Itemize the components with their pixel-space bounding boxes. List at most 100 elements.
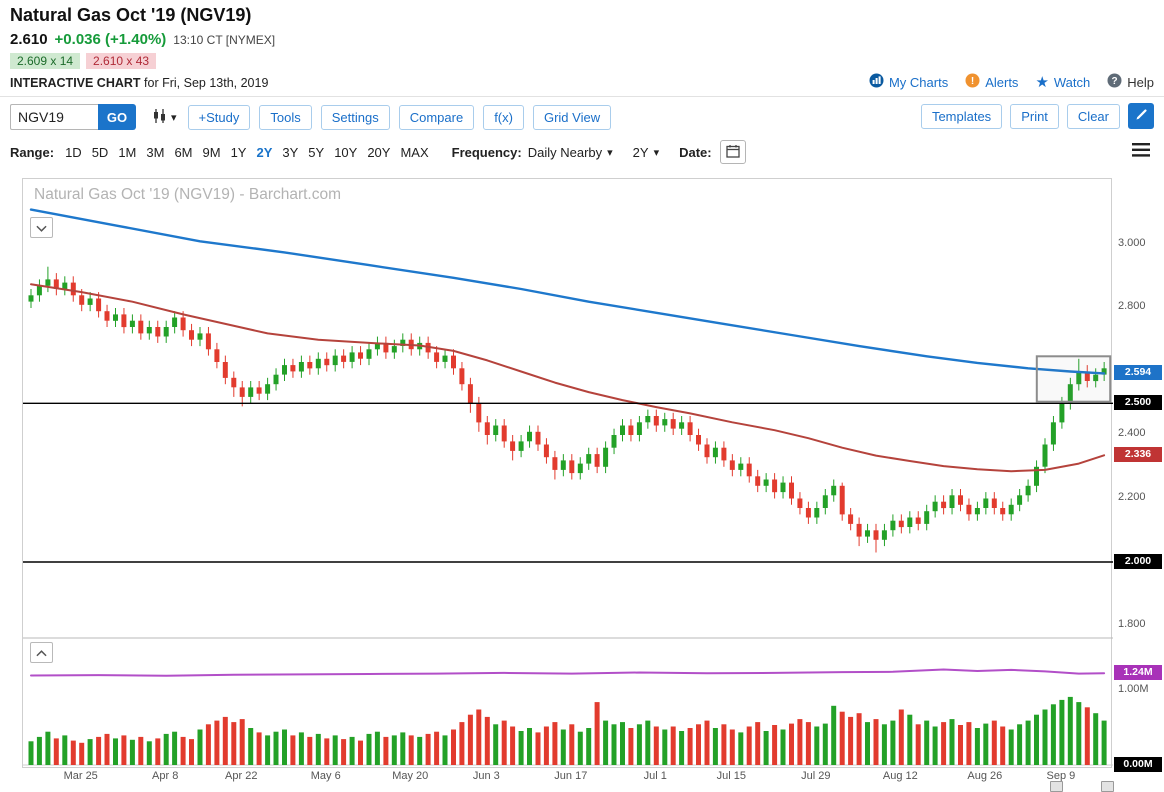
frequency-label: Frequency: — [451, 144, 522, 160]
go-button[interactable]: GO — [98, 104, 136, 130]
range-option-3m[interactable]: 3M — [146, 144, 165, 160]
alerts-icon: ! — [965, 73, 980, 91]
frequency-dropdown[interactable]: Daily Nearby ▾ — [528, 145, 613, 160]
templates-button[interactable]: Templates — [920, 103, 1003, 129]
quote-row: 2.610 +0.036 (+1.40%) 13:10 CT [NYMEX] — [10, 31, 275, 48]
watch-star-icon: ★ — [1035, 73, 1049, 91]
date-axis-tick: Jun 3 — [472, 770, 500, 782]
settings-button[interactable]: Settings — [320, 104, 390, 130]
axis-badge-0-00m: 0.00M — [1114, 756, 1162, 772]
chart-toolbar: GO ▾ +Study Tools Settings Compare f(x) Grid … — [10, 103, 612, 131]
range-option-1d[interactable]: 1D — [65, 144, 82, 160]
bid-badge: 2.609 x 14 — [10, 53, 81, 69]
axis-badge-2-500: 2.500 — [1114, 394, 1162, 410]
chart-menu-button[interactable] — [1130, 141, 1152, 162]
range-option-1m[interactable]: 1M — [118, 144, 137, 160]
date-axis-tick: Jul 15 — [716, 770, 747, 782]
period-dropdown[interactable]: 2Y ▾ — [633, 145, 659, 160]
date-axis-tick: Apr 22 — [225, 770, 258, 782]
draw-tools-button[interactable] — [1128, 103, 1154, 129]
range-bar: Range: 1D 5D 1M 3M 6M 9M 1Y 2Y 3Y 5Y 10Y 20Y MAX Fre… — [10, 140, 746, 164]
print-button[interactable]: Print — [1010, 103, 1059, 129]
quote-time: 13:10 CT [NYMEX] — [173, 33, 276, 47]
date-axis-tick: Jul 1 — [643, 770, 667, 782]
clear-button[interactable]: Clear — [1066, 103, 1120, 129]
hamburger-menu-icon — [1132, 143, 1150, 160]
range-option-3y[interactable]: 3Y — [282, 144, 299, 160]
volume-panel-toggle-button[interactable] — [30, 642, 53, 663]
main-panel-toggle-button[interactable] — [30, 217, 53, 238]
chevron-down-icon: ▾ — [171, 111, 177, 124]
price-axis-tick: 2.800 — [1118, 300, 1146, 312]
date-axis-tick: Sep 9 — [1046, 770, 1076, 782]
chevron-down-icon: ▾ — [607, 146, 613, 159]
f-x-button[interactable]: f(x) — [483, 104, 524, 130]
last-price: 2.610 — [10, 31, 48, 48]
calendar-icon — [725, 144, 740, 161]
date-axis-tick: Aug 12 — [882, 770, 918, 782]
header-link-label: My Charts — [888, 74, 949, 90]
range-label: Range: — [10, 144, 55, 160]
header-link-label: Watch — [1053, 74, 1091, 90]
date-picker-button[interactable] — [719, 140, 746, 164]
my-charts-icon — [869, 73, 884, 91]
header-link-help[interactable]: ? Help — [1107, 73, 1154, 91]
range-option-9m[interactable]: 9M — [202, 144, 221, 160]
study-button[interactable]: +Study — [187, 104, 251, 130]
compare-button[interactable]: Compare — [398, 104, 475, 130]
date-axis-tick: Aug 26 — [967, 770, 1003, 782]
svg-text:!: ! — [971, 76, 974, 87]
price-axis-tick: 1.800 — [1118, 617, 1146, 630]
candlestick-chart-icon — [151, 108, 168, 127]
range-option-10y[interactable]: 10Y — [334, 144, 358, 160]
date-axis-tick: Mar 25 — [63, 770, 98, 782]
range-option-5d[interactable]: 5D — [91, 144, 109, 160]
toolbar-right-buttons: Templates Print Clear — [920, 103, 1120, 129]
date-axis-tick: May 20 — [392, 770, 429, 782]
interactive-chart-date: for Fri, Sep 13th, 2019 — [140, 76, 269, 90]
chart-type-button[interactable]: ▾ — [149, 106, 179, 129]
toolbar-buttons: +Study Tools Settings Compare f(x) Grid View — [187, 104, 612, 130]
date-axis-tick: Jun 17 — [554, 770, 588, 782]
date-axis-tick: Jul 29 — [801, 770, 831, 782]
scrollbar-left-handle[interactable] — [1050, 781, 1063, 792]
header-link-my-charts[interactable]: My Charts — [869, 73, 948, 91]
axis-badge-2-000: 2.000 — [1114, 553, 1162, 569]
chevron-down-icon — [36, 220, 47, 235]
scrollbar-right-handle[interactable] — [1101, 781, 1114, 792]
interactive-chart-title: INTERACTIVE CHART — [10, 76, 141, 90]
grid-view-button[interactable]: Grid View — [532, 104, 612, 130]
price-chart-canvas[interactable] — [23, 179, 1113, 769]
range-option-max[interactable]: MAX — [400, 144, 429, 160]
range-option-6m[interactable]: 6M — [174, 144, 193, 160]
toolbar-right: Templates Print Clear — [920, 103, 1154, 129]
chevron-down-icon: ▾ — [653, 146, 660, 159]
axis-badge-2-336: 2.336 — [1114, 446, 1162, 462]
symbol-entry-group: GO — [10, 104, 136, 130]
symbol-input[interactable] — [10, 104, 98, 130]
header-links: My Charts! Alerts ★ Watch ? Help — [869, 73, 1154, 91]
chart-plot-area: Natural Gas Oct '19 (NGV19) - Barchart.c… — [22, 178, 1113, 769]
range-option-5y[interactable]: 5Y — [308, 144, 325, 160]
range-option-2y[interactable]: 2Y — [256, 144, 273, 160]
interactive-chart-label: INTERACTIVE CHART for Fri, Sep 13th, 201… — [10, 76, 268, 90]
svg-text:?: ? — [1112, 76, 1118, 87]
help-icon: ? — [1107, 73, 1122, 91]
date-axis-tick: Apr 8 — [152, 770, 179, 782]
frequency-value: Daily Nearby — [527, 144, 603, 160]
date-axis-tick: May 6 — [310, 770, 341, 782]
tools-button[interactable]: Tools — [259, 104, 312, 130]
header-link-label: Alerts — [985, 74, 1019, 90]
header-link-watch[interactable]: ★ Watch — [1035, 75, 1090, 90]
price-change: +0.036 (+1.40%) — [54, 31, 167, 48]
range-option-20y[interactable]: 20Y — [367, 144, 391, 160]
page-title: Natural Gas Oct '19 (NGV19) — [10, 5, 252, 25]
axis-badge-1-24m: 1.24M — [1114, 664, 1162, 680]
date-label: Date: — [679, 144, 712, 160]
volume-axis-tick: 1.00M — [1118, 683, 1149, 695]
ask-badge: 2.610 x 43 — [86, 53, 157, 69]
range-option-1y[interactable]: 1Y — [230, 144, 247, 160]
header-link-alerts[interactable]: ! Alerts — [965, 73, 1018, 91]
price-axis-tick: 3.000 — [1118, 236, 1146, 249]
